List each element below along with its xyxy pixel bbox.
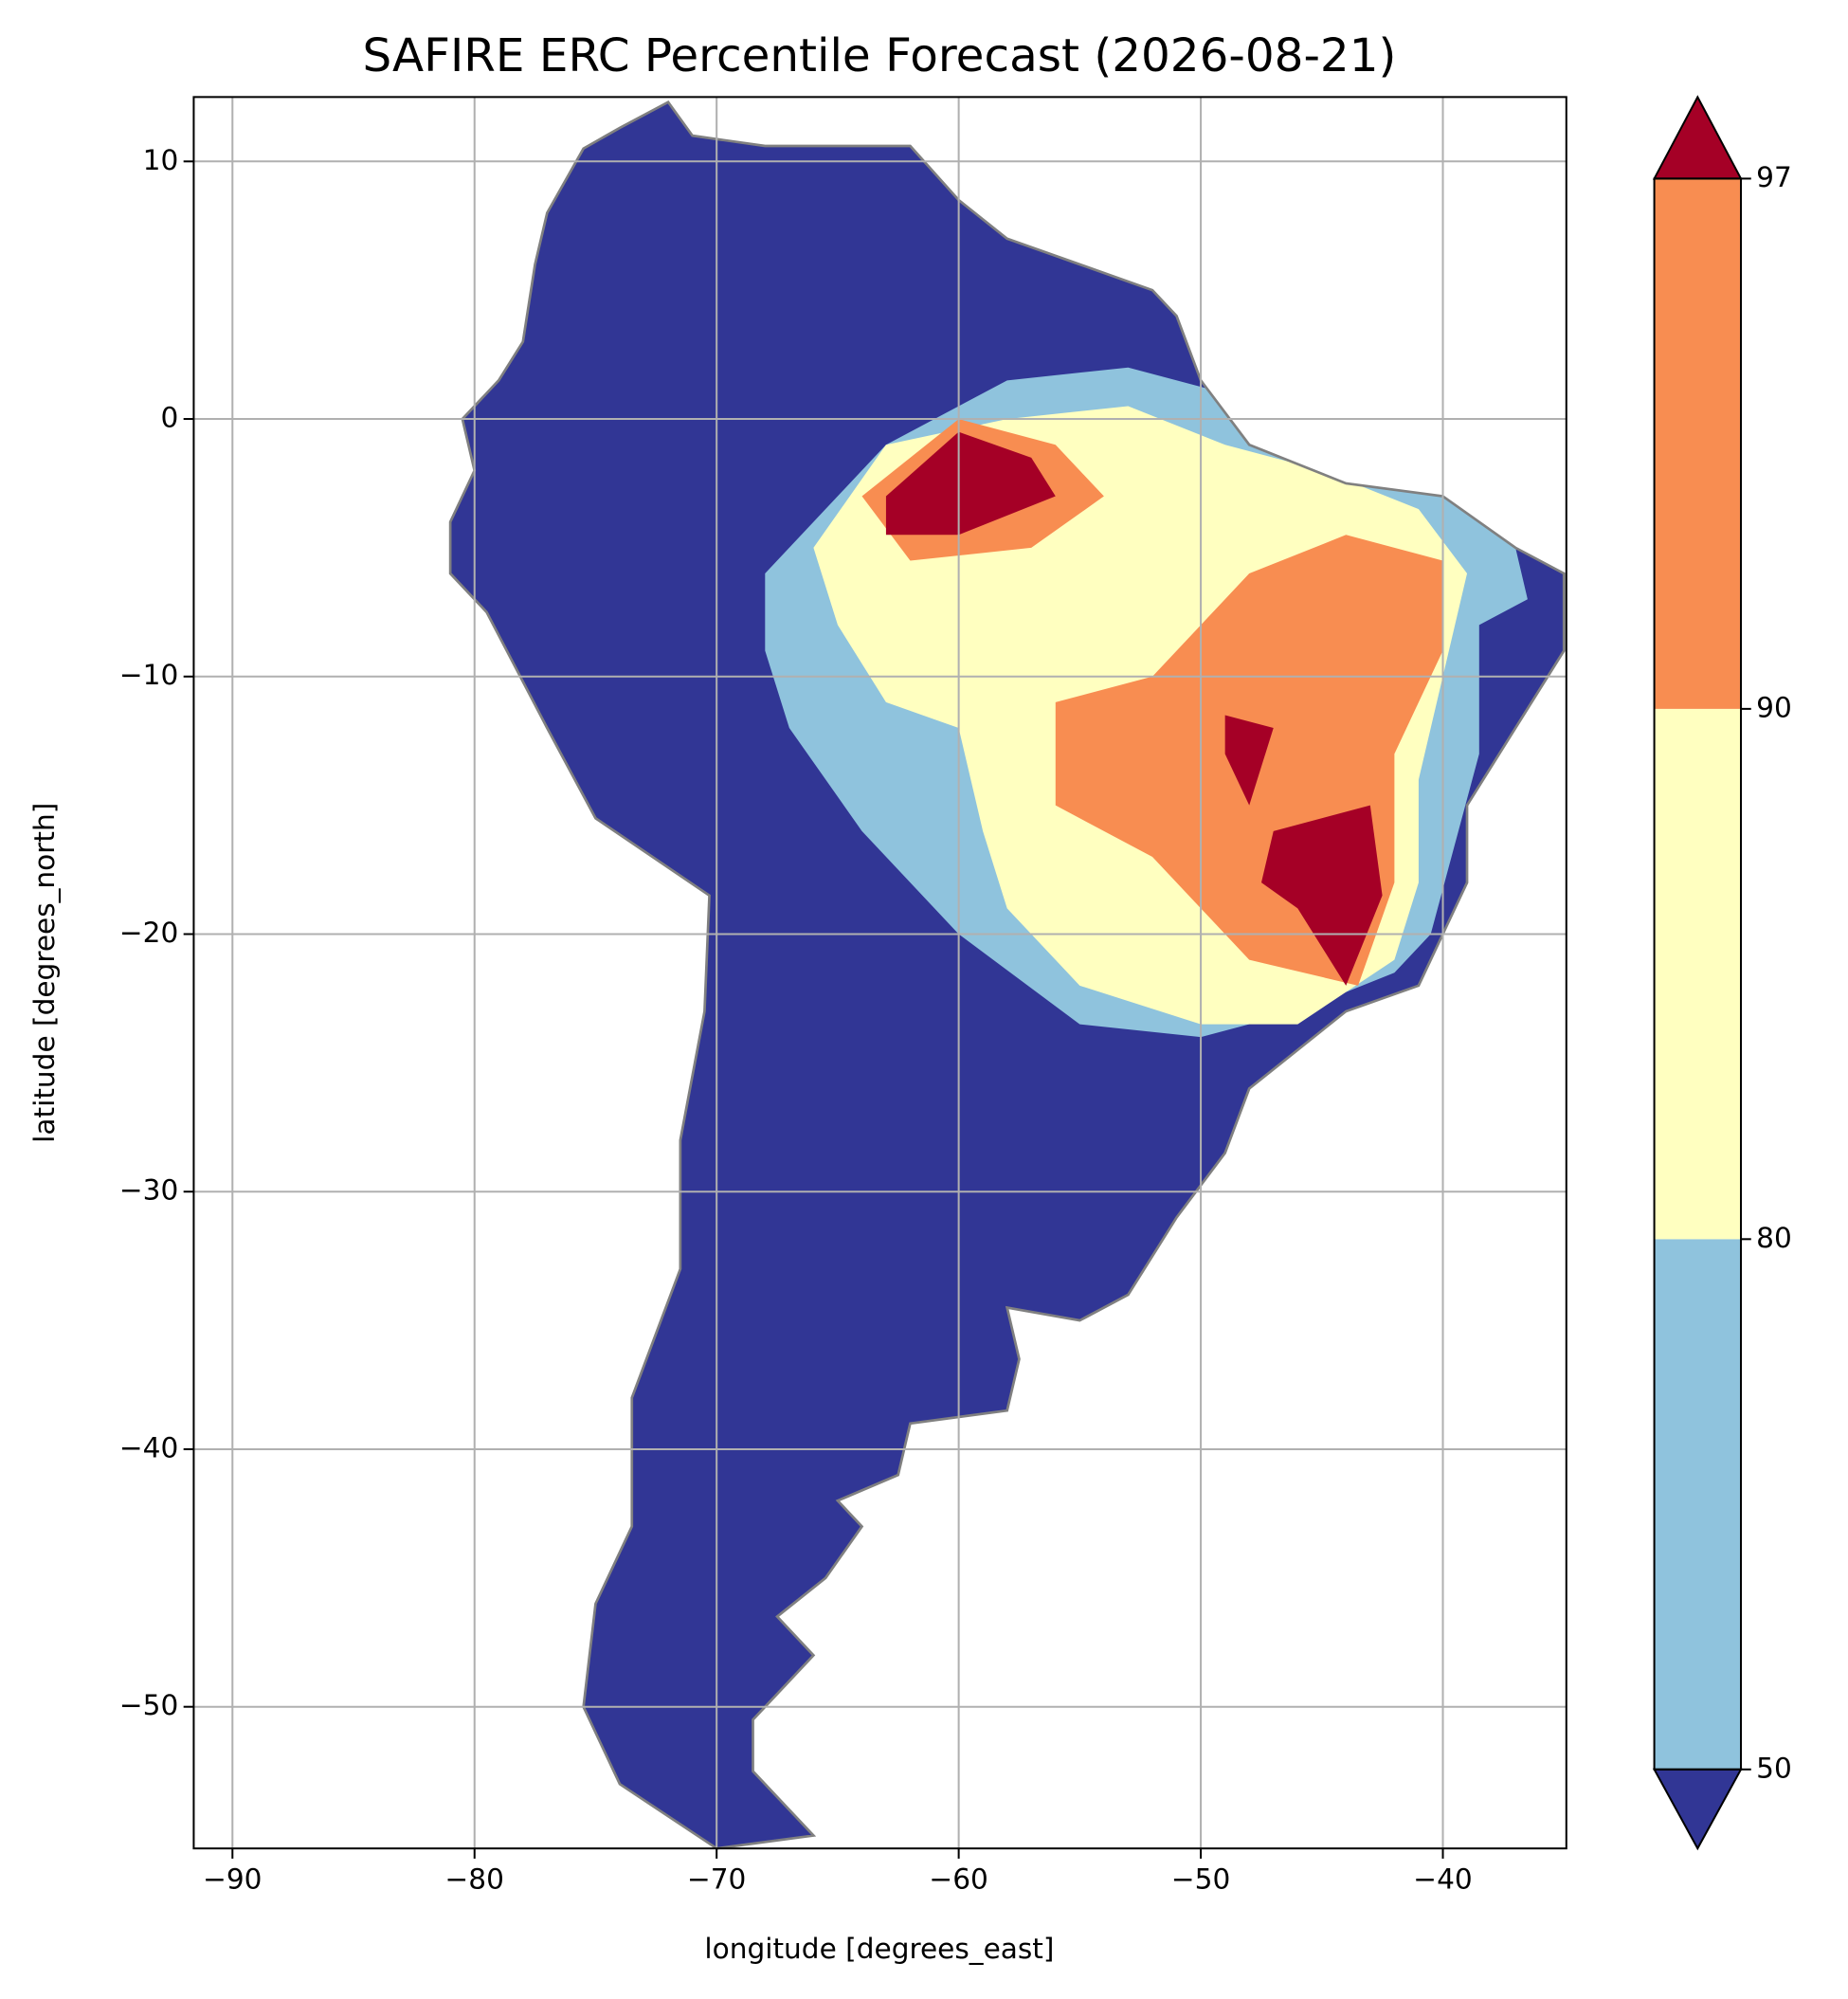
regions xyxy=(765,367,1528,1038)
colorbar-segment xyxy=(1654,178,1742,709)
x-tick-label: −90 xyxy=(203,1863,262,1895)
colorbar-segment xyxy=(1654,1239,1742,1770)
colorbar-frame xyxy=(1653,177,1743,1771)
x-axis-label: longitude [degrees_east] xyxy=(704,1933,1054,1965)
colorbar-tick-label: 80 xyxy=(1756,1222,1792,1254)
y-tick-label: −40 xyxy=(119,1431,178,1463)
y-axis-label: latitude [degrees_north] xyxy=(28,803,61,1143)
land xyxy=(450,101,1565,1849)
x-tick-label: −60 xyxy=(929,1863,987,1895)
percentile-region xyxy=(1224,715,1274,806)
coastline xyxy=(448,100,1566,1850)
x-tick-label: −70 xyxy=(687,1863,746,1895)
x-tick-label: −40 xyxy=(1413,1863,1472,1895)
x-tick-label: −50 xyxy=(1171,1863,1230,1895)
percentile-region xyxy=(1260,805,1383,986)
y-tick-label: −20 xyxy=(119,917,178,949)
percentile-region xyxy=(885,431,1056,536)
y-tick-label: −30 xyxy=(119,1174,178,1207)
colorbar-tick-label: 50 xyxy=(1756,1752,1792,1784)
plot-frame xyxy=(192,96,1567,1850)
x-tick-label: −80 xyxy=(445,1863,504,1895)
y-tick-label: −50 xyxy=(119,1689,178,1721)
y-tick-label: 0 xyxy=(160,402,178,434)
y-tick-label: −10 xyxy=(119,659,178,691)
colorbar-segment xyxy=(1654,708,1742,1240)
colorbar-extend-max xyxy=(1652,95,1743,180)
y-tick-label: 10 xyxy=(143,144,179,176)
colorbar-tick-label: 90 xyxy=(1756,691,1792,723)
colorbar-tick-label: 97 xyxy=(1756,161,1792,193)
colorbar-extend-min xyxy=(1652,1768,1743,1851)
chart-title: SAFIRE ERC Percentile Forecast (2026-08-… xyxy=(362,29,1396,82)
